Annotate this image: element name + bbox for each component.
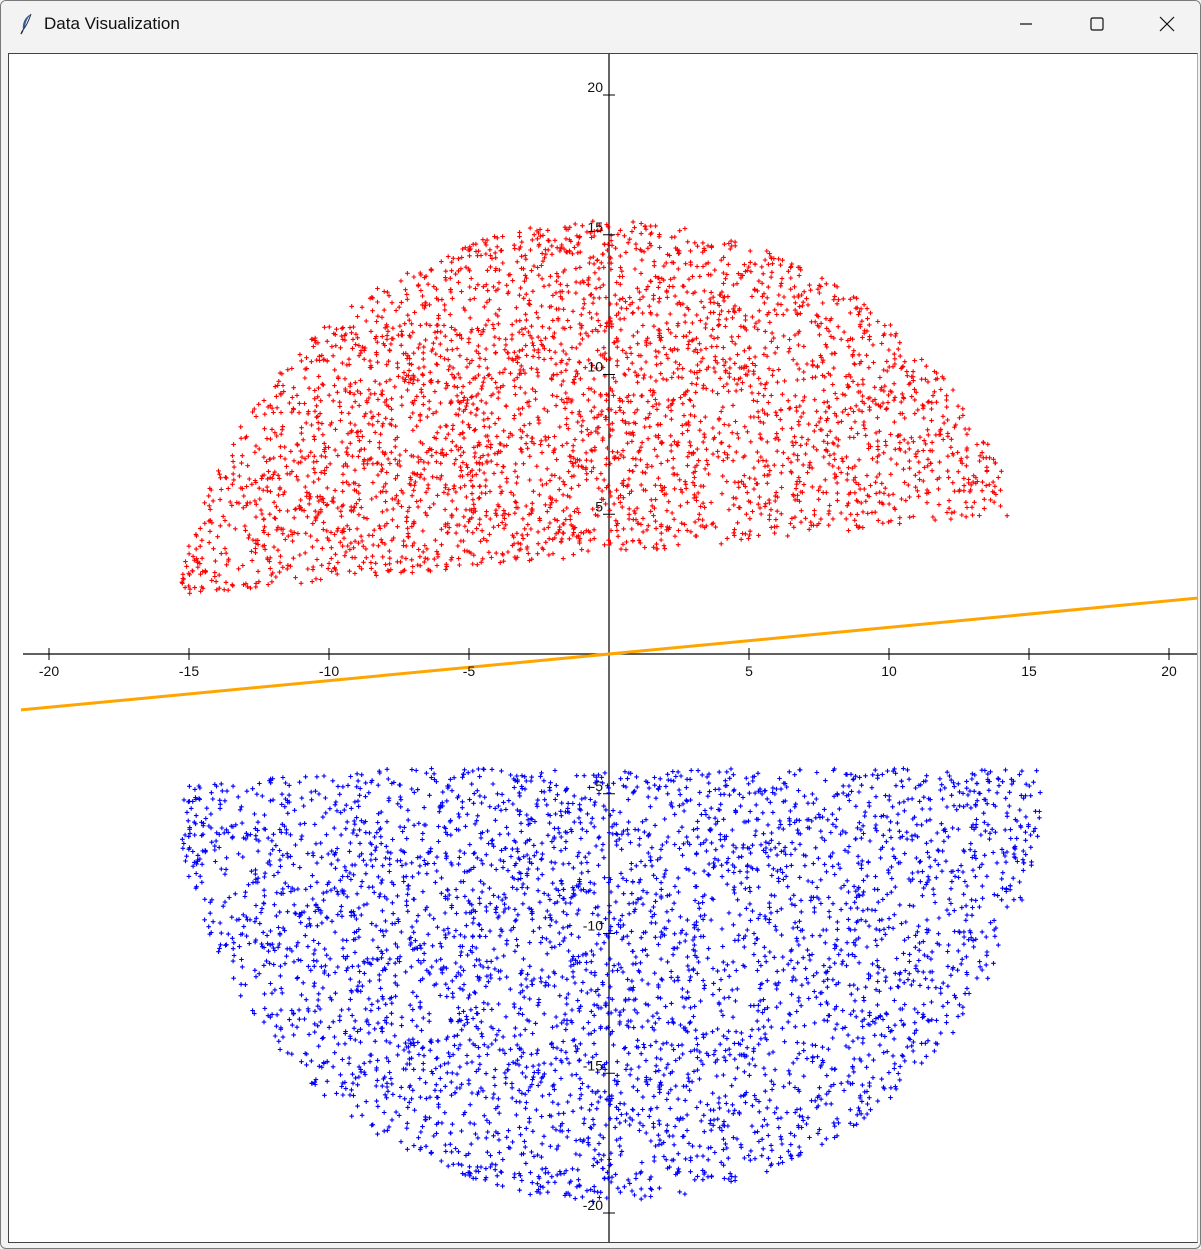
y-tick-label: 5 xyxy=(595,498,603,514)
scatter-plot: -20 -15 -10 -5 5 10 15 20 20 15 10 5 -5 -10 -15 -20 xyxy=(20,54,1197,1242)
scatter-series-0 xyxy=(179,218,1010,596)
decision-line xyxy=(20,596,1197,712)
minimize-button[interactable] xyxy=(991,1,1061,47)
minimize-icon xyxy=(1020,23,1032,25)
y-tick-label: -10 xyxy=(583,918,603,934)
plot-canvas-frame: -20 -15 -10 -5 5 10 15 20 20 15 10 5 -5 -10 -15 -20 xyxy=(8,53,1198,1243)
axes xyxy=(23,54,1197,1242)
x-tick-label: 15 xyxy=(1021,663,1037,679)
x-tick-label: -15 xyxy=(179,663,199,679)
close-button[interactable] xyxy=(1132,1,1200,47)
x-tick-label: 10 xyxy=(881,663,897,679)
scatter-points-0 xyxy=(179,218,1010,596)
x-tick-label: -20 xyxy=(39,663,59,679)
window-title: Data Visualization xyxy=(44,14,180,33)
title-bar[interactable]: Data Visualization xyxy=(1,1,1200,47)
maximize-button[interactable] xyxy=(1062,1,1132,47)
close-icon xyxy=(1159,16,1175,32)
y-tick-label: -20 xyxy=(583,1197,603,1213)
y-tick-label: 15 xyxy=(587,219,603,235)
x-tick-label: 20 xyxy=(1161,663,1177,679)
x-tick-label: -5 xyxy=(463,663,476,679)
x-tick-label: 5 xyxy=(745,663,753,679)
scatter-points-1 xyxy=(180,766,1043,1204)
y-tick-label: -15 xyxy=(583,1057,603,1073)
ticks: -20 -15 -10 -5 5 10 15 20 20 15 10 5 -5 -10 -15 -20 xyxy=(39,79,1177,1214)
y-tick-label: -5 xyxy=(591,778,604,794)
scatter-series-1 xyxy=(180,766,1043,1204)
x-tick-label: -10 xyxy=(319,663,339,679)
maximize-icon xyxy=(1090,17,1104,31)
y-tick-label: 20 xyxy=(587,79,603,95)
feather-icon xyxy=(20,13,32,35)
y-tick-label: 10 xyxy=(587,359,603,375)
